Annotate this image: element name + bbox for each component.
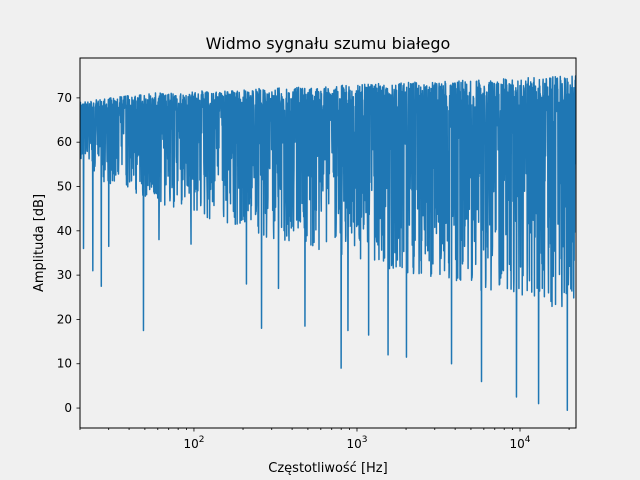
x-axis-ticks: 102 103 104 xyxy=(79,428,570,451)
y-tick-label: 60 xyxy=(57,135,72,149)
y-tick-label: 40 xyxy=(57,224,72,238)
plot-frame xyxy=(79,57,577,429)
y-tick-label: 30 xyxy=(57,268,72,282)
chart-title: Widmo sygnału szumu białego xyxy=(206,34,451,53)
x-tick-label: 102 xyxy=(183,435,204,451)
series-line-group xyxy=(80,75,576,412)
x-tick-label: 103 xyxy=(346,435,367,451)
x-tick-label: 104 xyxy=(510,435,531,451)
y-axis-label: Amplituda [dB] xyxy=(32,194,47,292)
y-tick-label: 70 xyxy=(57,91,72,105)
y-axis-ticks: 0 10 20 30 40 50 60 70 xyxy=(57,91,80,415)
y-tick-label: 50 xyxy=(57,180,72,194)
series-line-0 xyxy=(80,75,576,412)
y-tick-label: 0 xyxy=(64,401,72,415)
y-tick-label: 10 xyxy=(57,357,72,371)
y-tick-label: 20 xyxy=(57,312,72,326)
x-axis-label: Częstotliwość [Hz] xyxy=(268,461,387,476)
